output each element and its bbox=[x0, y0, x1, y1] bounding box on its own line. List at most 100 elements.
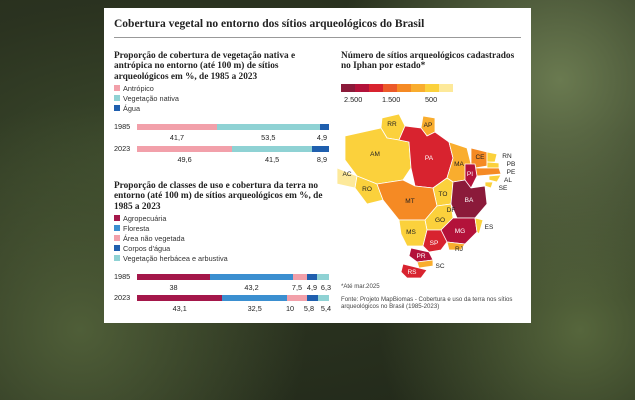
legend-item-agropecuaria: Agropecuária bbox=[114, 214, 166, 223]
chart1-title: Proporção de cobertura de vegetação nati… bbox=[114, 51, 296, 82]
legend-label: Água bbox=[123, 104, 141, 113]
map-label-es: ES bbox=[485, 224, 494, 231]
state-rj bbox=[446, 241, 466, 251]
map-label-ro: RO bbox=[362, 186, 372, 193]
state-pe bbox=[474, 167, 502, 177]
scale-swatch bbox=[383, 84, 397, 92]
bar-segment bbox=[137, 295, 223, 301]
state-se bbox=[484, 181, 494, 189]
bar-segment bbox=[216, 124, 320, 130]
map-label-df: DF bbox=[447, 207, 456, 214]
map-label-sp: SP bbox=[430, 240, 439, 247]
legend-swatch bbox=[114, 215, 120, 221]
bar-value-label: 49,6 bbox=[177, 155, 192, 164]
map-label-ms: MS bbox=[406, 229, 416, 236]
bar-segment bbox=[286, 295, 307, 301]
state-rs bbox=[400, 263, 428, 278]
legend-label: Corpos d'água bbox=[123, 244, 171, 253]
scale-label-2500: 2.500 bbox=[344, 95, 363, 104]
bar-value-label: 43,1 bbox=[172, 304, 187, 313]
map-label-ap: AP bbox=[424, 122, 433, 129]
map-label-mt: MT bbox=[405, 198, 414, 205]
bar-segment bbox=[318, 295, 329, 301]
bar-value-label: 7,5 bbox=[291, 283, 303, 292]
footnote: *Até mar.2025 bbox=[341, 283, 380, 290]
bar-value-label: 38 bbox=[169, 283, 178, 292]
bar-year-label: 2023 bbox=[114, 144, 131, 153]
legend-swatch bbox=[114, 105, 120, 111]
map-label-pa: PA bbox=[425, 155, 434, 162]
scale-swatch bbox=[411, 84, 425, 92]
map-label-am: AM bbox=[370, 151, 380, 158]
state-rn bbox=[486, 151, 498, 163]
state-ce bbox=[470, 147, 488, 169]
bar-value-label: 41,7 bbox=[169, 133, 185, 142]
state-al bbox=[488, 174, 502, 183]
map-label-ac: AC bbox=[342, 171, 351, 178]
source-note: Fonte: Projeto MapBiomas - Cobertura e u… bbox=[341, 296, 513, 311]
bar-value-label: 5,4 bbox=[320, 304, 332, 313]
legend-swatch bbox=[114, 95, 120, 101]
bar-segment bbox=[319, 124, 329, 130]
bar-value-label: 41,5 bbox=[264, 155, 280, 164]
bar-segment bbox=[311, 146, 329, 152]
bar-year-label: 1985 bbox=[114, 272, 131, 281]
legend-swatch bbox=[114, 225, 120, 231]
legend-swatch bbox=[114, 245, 120, 251]
bar-value-label: 43,2 bbox=[244, 283, 259, 292]
scale-swatch bbox=[369, 84, 383, 92]
map-label-rs: RS bbox=[407, 269, 417, 276]
legend-item-floresta: Floresta bbox=[114, 224, 149, 233]
scale-swatch bbox=[425, 84, 439, 92]
bar-segment bbox=[306, 295, 319, 301]
bar-value-label: 53,5 bbox=[261, 133, 276, 142]
map-title: Número de sítios arqueológicos cadastrad… bbox=[341, 51, 515, 72]
map-label-pe: PE bbox=[507, 169, 516, 176]
brazil-map: RR AP AM PA MA CE RN PB PE AL SE PI AC R… bbox=[337, 113, 516, 278]
legend-item-vegetacao-nativa: Vegetação nativa bbox=[114, 94, 179, 103]
legend-label: Área não vegetada bbox=[123, 234, 185, 243]
legend-label: Antrópico bbox=[123, 84, 154, 93]
legend-swatch bbox=[114, 85, 120, 91]
bar-segment bbox=[307, 274, 317, 280]
infographic-title: Cobertura vegetal no entorno dos sítios … bbox=[114, 18, 425, 30]
map-color-scale bbox=[341, 84, 453, 92]
bar-year-label: 1985 bbox=[114, 122, 131, 131]
infographic-card: Cobertura vegetal no entorno dos sítios … bbox=[104, 8, 531, 323]
state-es bbox=[474, 217, 484, 235]
scale-label-500: 500 bbox=[425, 95, 438, 104]
legend-label: Agropecuária bbox=[123, 214, 167, 223]
map-label-rr: RR bbox=[387, 121, 397, 128]
bar-segment bbox=[137, 274, 211, 280]
scale-swatch bbox=[397, 84, 411, 92]
state-sc bbox=[416, 259, 434, 269]
map-label-ba: BA bbox=[465, 197, 474, 204]
legend-label: Vegetação herbácea e arbustiva bbox=[123, 254, 228, 263]
map-label-go: GO bbox=[435, 217, 445, 224]
legend-label: Floresta bbox=[123, 224, 150, 233]
state-ro bbox=[354, 175, 384, 205]
bar-value-label: 6,3 bbox=[320, 283, 332, 292]
legend-swatch bbox=[114, 255, 120, 261]
map-label-pi: PI bbox=[467, 171, 473, 178]
legend-item-corpos-agua: Corpos d'água bbox=[114, 244, 170, 253]
legend-item-area-nao-vegetada: Área não vegetada bbox=[114, 234, 185, 243]
bar-segment bbox=[316, 274, 329, 280]
map-label-pr: PR bbox=[416, 253, 425, 260]
legend-item-vegetacao-herbacea: Vegetação herbácea e arbustiva bbox=[114, 254, 228, 263]
map-label-mg: MG bbox=[455, 228, 465, 235]
bar-segment bbox=[293, 274, 308, 280]
scale-swatch bbox=[355, 84, 369, 92]
bar-value-label: 8,9 bbox=[316, 155, 328, 164]
map-label-to: TO bbox=[439, 191, 448, 198]
state-ba bbox=[450, 179, 488, 219]
bar-segment bbox=[222, 295, 287, 301]
map-label-se: SE bbox=[499, 185, 508, 192]
map-label-rj: RJ bbox=[455, 246, 463, 253]
title-divider bbox=[114, 37, 521, 38]
bar-segment bbox=[210, 274, 294, 280]
bar-segment bbox=[137, 124, 217, 130]
legend-item-antropico: Antrópico bbox=[114, 84, 154, 93]
bar-value-label: 5,8 bbox=[303, 304, 315, 313]
bar-value-label: 10 bbox=[285, 304, 295, 313]
